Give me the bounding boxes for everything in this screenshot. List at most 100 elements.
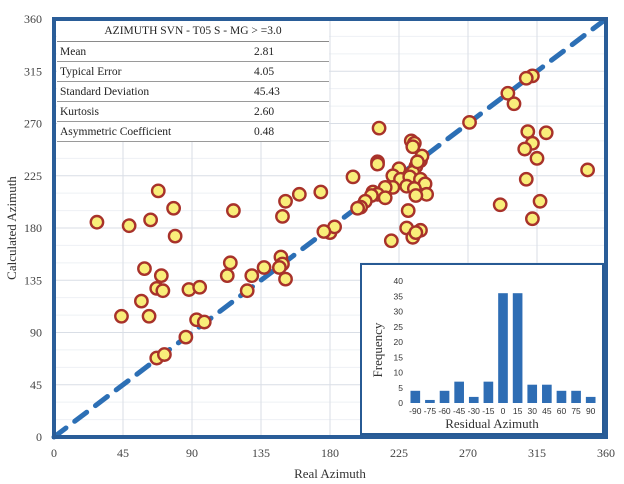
- stats-row-asymmetric-coefficient: Asymmetric Coefficient 0.48: [57, 121, 329, 142]
- histogram-y-tick-label: 40: [394, 276, 404, 286]
- scatter-point: [256, 260, 272, 275]
- histogram-y-tick-label: 0: [398, 398, 403, 408]
- stats-title-row: AZIMUTH SVN - T05 S - MG > =3.0: [57, 21, 329, 42]
- x-tick-label: 135: [252, 446, 270, 460]
- histogram-x-tick-label: 30: [527, 406, 537, 416]
- histogram-bars: [410, 293, 596, 403]
- scatter-point: [517, 141, 533, 157]
- histogram-chart: 0 5 10 15 20 25 30 35 40 -90 -75 -60 -45 -30 -15 0 15 30…: [370, 276, 596, 431]
- scatter-point: [506, 96, 522, 112]
- histogram-x-tick-label: -45: [453, 406, 466, 416]
- histogram-x-tick-label: -75: [424, 406, 437, 416]
- y-tick-label: 135: [24, 273, 42, 287]
- x-tick-label: 0: [51, 446, 57, 460]
- histogram-y-tick-label: 5: [398, 383, 403, 393]
- scatter-point: [167, 228, 183, 244]
- stats-value: 4.05: [251, 61, 329, 82]
- y-tick-label: 180: [24, 221, 42, 235]
- scatter-point: [518, 70, 534, 86]
- y-tick-label: 90: [30, 326, 42, 340]
- stats-value: 45.43: [251, 81, 329, 102]
- scatter-point: [500, 85, 516, 101]
- stats-label: Asymmetric Coefficient: [57, 121, 251, 142]
- histogram-bar: [571, 390, 581, 403]
- scatter-point: [409, 154, 425, 170]
- histogram-x-tick-label: 45: [542, 406, 552, 416]
- stats-label: Kurtosis: [57, 101, 251, 122]
- y-tick-label: 270: [24, 117, 42, 131]
- scatter-point: [155, 283, 171, 299]
- scatter-point: [492, 197, 508, 213]
- scatter-points: [89, 68, 595, 366]
- scatter-point: [275, 208, 290, 224]
- histogram-bar: [439, 390, 450, 403]
- scatter-point: [370, 156, 385, 172]
- scatter-point: [222, 255, 238, 271]
- histogram-bar: [454, 381, 464, 403]
- residual-histogram-inset: 0 5 10 15 20 25 30 35 40 -90 -75 -60 -45 -30 -15 0 15 30…: [360, 263, 604, 435]
- histogram-x-title: Residual Azimuth: [445, 416, 539, 431]
- stats-row-standard-deviation: Standard Deviation 45.43: [57, 81, 329, 102]
- histogram-x-tick-label: 60: [557, 406, 567, 416]
- histogram-y-title: Frequency: [370, 322, 385, 377]
- histogram-x-tick-label: -60: [438, 406, 451, 416]
- histogram-bar: [483, 381, 494, 403]
- scatter-point: [239, 283, 255, 299]
- x-tick-label: 180: [321, 446, 339, 460]
- scatter-point: [316, 224, 332, 239]
- scatter-point: [133, 293, 149, 309]
- stats-label: Standard Deviation: [57, 81, 251, 102]
- scatter-point: [405, 139, 421, 155]
- histogram-y-tick-label: 30: [394, 307, 404, 317]
- scatter-point: [89, 214, 105, 230]
- scatter-point: [192, 279, 208, 295]
- histogram-bar: [556, 390, 567, 403]
- scatter-point: [383, 233, 399, 249]
- scatter-point: [114, 308, 129, 324]
- histogram-x-tick-label: 0: [501, 406, 506, 416]
- y-axis-ticks: 0 45 90 135 180 225 270 315 360: [24, 12, 42, 444]
- plot-frame: [52, 17, 608, 439]
- histogram-bar: [542, 384, 552, 403]
- histogram-bar: [585, 396, 596, 403]
- scatter-point: [137, 261, 152, 277]
- y-tick-label: 45: [30, 378, 42, 392]
- stats-title: AZIMUTH SVN - T05 S - MG > =3.0: [57, 21, 329, 42]
- scatter-point: [153, 268, 169, 284]
- histogram-bar: [425, 399, 435, 403]
- scatter-point: [408, 188, 424, 203]
- stats-value: 2.81: [251, 41, 329, 62]
- scatter-point: [178, 329, 194, 345]
- y-tick-label: 315: [24, 64, 42, 78]
- histogram-x-tick-label: -90: [409, 406, 422, 416]
- scatter-point: [166, 200, 182, 216]
- x-tick-label: 225: [390, 446, 408, 460]
- y-tick-label: 225: [24, 169, 42, 183]
- histogram-x-tick-label: -15: [482, 406, 495, 416]
- scatter-point: [525, 211, 540, 227]
- x-tick-label: 360: [597, 446, 615, 460]
- x-tick-label: 315: [528, 446, 546, 460]
- histogram-x-tick-label: 90: [586, 406, 596, 416]
- histogram-bar: [468, 396, 479, 403]
- histogram-x-ticks: -90 -75 -60 -45 -30 -15 0 15 30 45 60 75 90: [409, 406, 596, 416]
- histogram-x-tick-label: -30: [468, 406, 481, 416]
- scatter-point: [143, 212, 159, 228]
- histogram-y-tick-label: 20: [394, 337, 404, 347]
- scatter-point: [313, 184, 329, 200]
- histogram-bar: [498, 293, 508, 403]
- histogram-bar: [410, 390, 421, 403]
- scatter-point: [377, 190, 393, 206]
- x-axis-ticks: 0 45 90 135 180 225 270 315 360: [51, 446, 615, 460]
- scatter-point: [121, 218, 137, 234]
- stats-row-mean: Mean 2.81: [57, 41, 329, 62]
- scatter-point: [462, 114, 477, 130]
- stats-value: 0.48: [251, 121, 329, 142]
- scatter-point: [518, 171, 534, 187]
- scatter-point: [219, 268, 235, 284]
- scatter-point: [156, 347, 172, 362]
- scatter-point: [529, 150, 545, 166]
- stats-label: Mean: [57, 41, 251, 62]
- scatter-point: [345, 169, 361, 185]
